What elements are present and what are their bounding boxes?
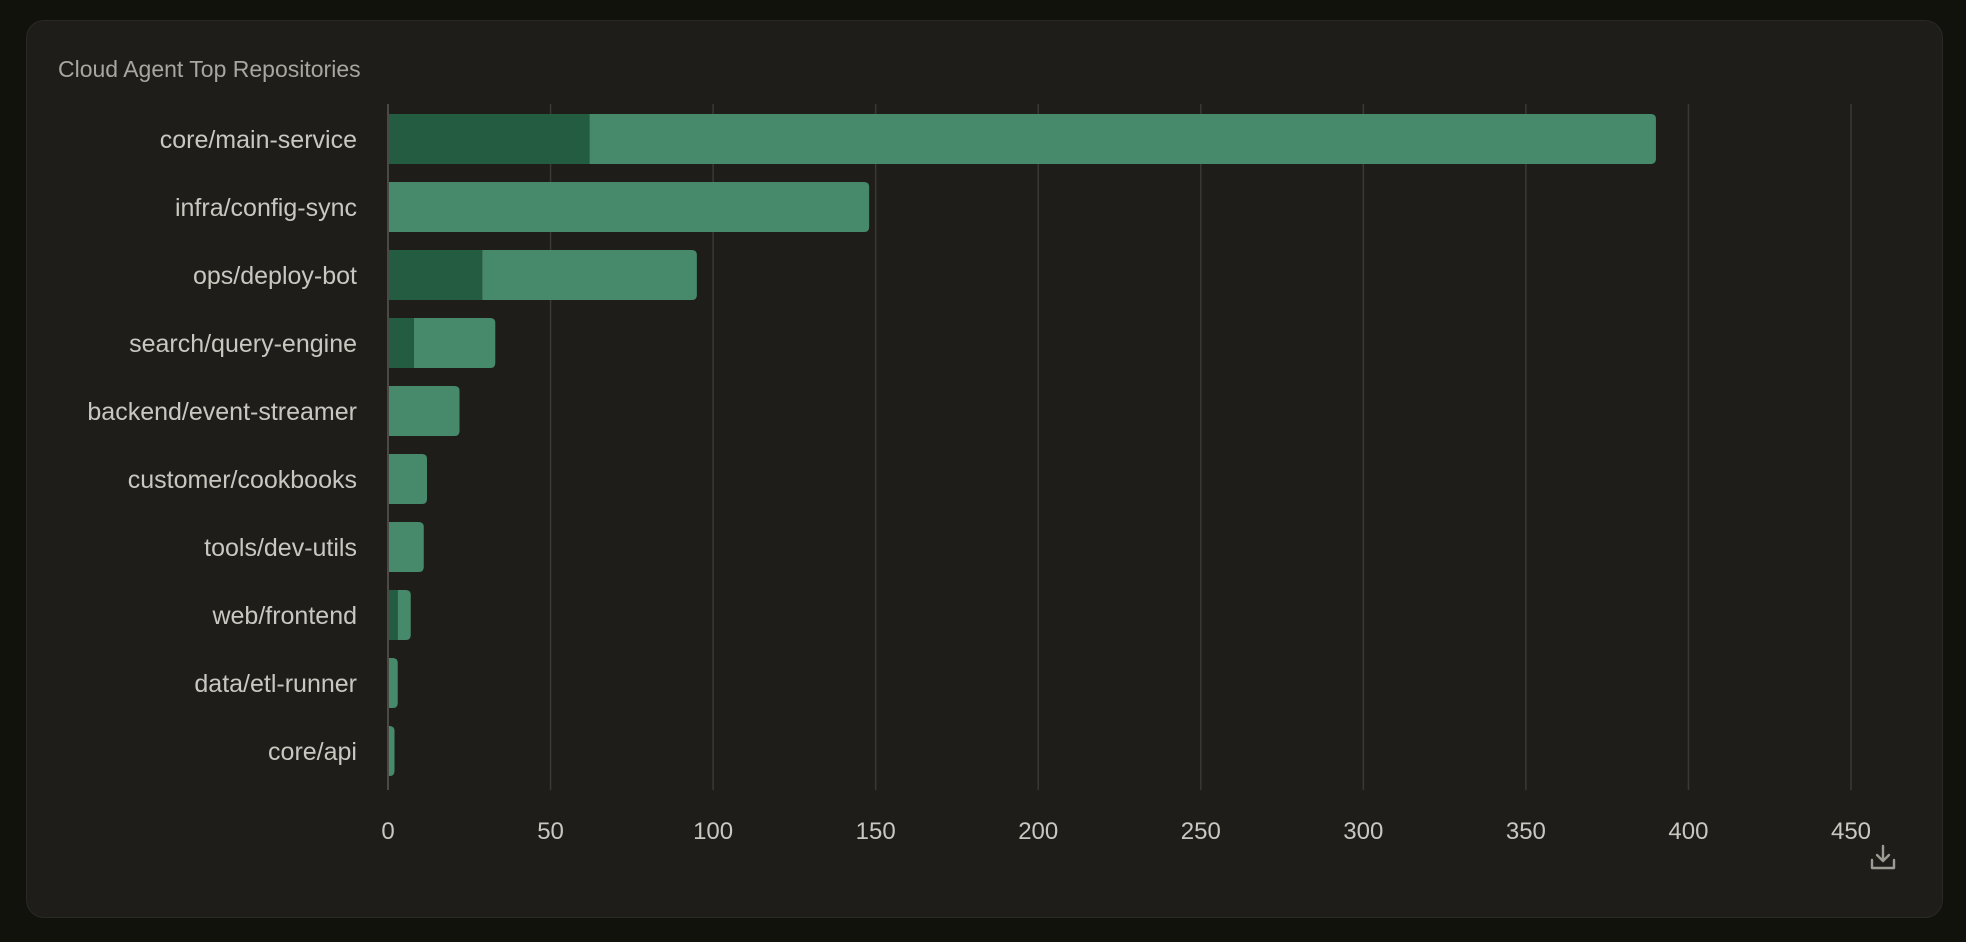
x-tick-label: 50 bbox=[537, 818, 564, 845]
category-label: core/api bbox=[268, 738, 357, 766]
x-tick-label: 0 bbox=[381, 818, 394, 845]
download-icon-glyph bbox=[1870, 844, 1896, 870]
category-label: backend/event-streamer bbox=[87, 398, 357, 426]
category-label: infra/config-sync bbox=[175, 194, 357, 222]
bar-segment bbox=[388, 386, 460, 436]
category-label: data/etl-runner bbox=[194, 670, 357, 698]
category-label: ops/deploy-bot bbox=[193, 262, 357, 290]
bar-segment bbox=[589, 114, 1656, 164]
bar-segment bbox=[482, 250, 697, 300]
x-tick-label: 400 bbox=[1668, 818, 1708, 845]
x-tick-label: 250 bbox=[1181, 818, 1221, 845]
bar-segment bbox=[388, 114, 590, 164]
bar-segment bbox=[388, 250, 483, 300]
bar-segment bbox=[388, 590, 398, 640]
bar-segment bbox=[388, 522, 424, 572]
category-label: web/frontend bbox=[211, 602, 357, 630]
download-icon[interactable] bbox=[1866, 840, 1900, 874]
chart-title: Cloud Agent Top Repositories bbox=[58, 56, 361, 82]
category-label: tools/dev-utils bbox=[204, 534, 357, 562]
bar-segment bbox=[388, 182, 870, 232]
bar-segment bbox=[388, 454, 428, 504]
x-tick-label: 200 bbox=[1018, 818, 1058, 845]
category-label: search/query-engine bbox=[129, 330, 357, 358]
x-tick-label: 350 bbox=[1506, 818, 1546, 845]
category-label: customer/cookbooks bbox=[128, 466, 357, 494]
bar-segment bbox=[397, 590, 411, 640]
x-tick-label: 100 bbox=[693, 818, 733, 845]
chart-card bbox=[26, 20, 1943, 918]
bar-segment bbox=[388, 726, 395, 776]
category-label: core/main-service bbox=[160, 126, 357, 154]
x-tick-label: 450 bbox=[1831, 818, 1871, 845]
bar-segment bbox=[388, 658, 398, 708]
bar-segment bbox=[388, 318, 415, 368]
bar-segment bbox=[414, 318, 496, 368]
x-tick-label: 300 bbox=[1343, 818, 1383, 845]
x-tick-label: 150 bbox=[856, 818, 896, 845]
